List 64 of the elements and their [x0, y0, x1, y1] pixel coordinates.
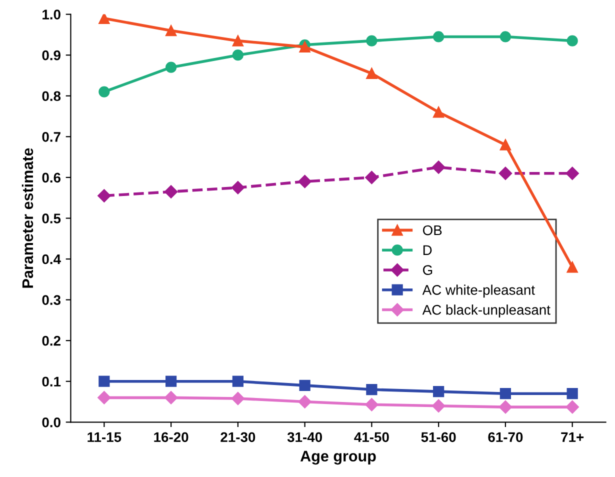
y-tick-label: 0.7: [42, 132, 60, 142]
x-tick-label: 16-20: [154, 432, 188, 442]
point: [365, 170, 378, 184]
point: [366, 35, 378, 46]
x-tick-label: 11-15: [88, 432, 122, 442]
legend-label: G: [423, 265, 432, 275]
point: [231, 392, 245, 406]
point: [232, 376, 244, 387]
point: [165, 25, 177, 36]
legend-label: OB: [422, 225, 442, 236]
y-tick-label: 0.3: [42, 295, 61, 305]
y-tick-label: 0.2: [42, 336, 60, 346]
point: [432, 399, 446, 412]
y-axis-title: Parameter estimate: [22, 148, 34, 288]
point: [365, 398, 378, 412]
point: [366, 68, 378, 79]
point: [165, 376, 177, 387]
point: [298, 395, 312, 408]
point: [366, 384, 378, 396]
y-tick-label: 1.0: [42, 10, 60, 20]
x-tick-label: 51-60: [421, 432, 456, 442]
point: [566, 388, 578, 400]
point: [98, 14, 110, 24]
point: [232, 35, 244, 46]
x-tick-label: 71+: [561, 432, 584, 442]
point: [500, 388, 512, 400]
point: [498, 400, 512, 414]
y-tick-label: 0.0: [42, 417, 60, 428]
point: [433, 106, 444, 118]
x-tick-label: 21-30: [220, 432, 256, 442]
y-tick-label: 0.6: [42, 172, 61, 183]
x-tick-label: 41-50: [354, 432, 389, 442]
point: [433, 386, 444, 398]
point: [566, 262, 578, 273]
point: [566, 166, 579, 180]
point: [98, 376, 110, 387]
point: [500, 31, 512, 42]
point: [298, 174, 312, 188]
legend-label: AC black-unpleasant: [422, 304, 550, 318]
point: [98, 189, 111, 202]
point: [165, 62, 177, 73]
y-tick-label: 0.4: [42, 254, 61, 264]
point: [498, 166, 512, 180]
x-tick-label: 61-70: [488, 432, 523, 442]
point: [299, 380, 310, 391]
point: [231, 181, 245, 194]
point: [98, 86, 110, 98]
legend-label: D: [423, 245, 432, 255]
point: [98, 391, 111, 404]
point: [164, 185, 178, 198]
point: [500, 139, 512, 150]
point: [433, 31, 444, 42]
y-tick-label: 0.5: [42, 214, 61, 224]
point: [432, 160, 446, 174]
x-axis-title: Age group: [300, 450, 376, 465]
point: [566, 35, 578, 46]
y-tick-label: 0.1: [42, 376, 61, 387]
y-tick-label: 0.9: [42, 50, 60, 60]
point: [164, 391, 178, 404]
legend-label: AC white-pleasant: [422, 284, 535, 298]
point: [566, 400, 579, 414]
y-tick-label: 0.8: [42, 91, 61, 102]
point: [232, 50, 244, 61]
x-tick-label: 31-40: [287, 432, 322, 442]
